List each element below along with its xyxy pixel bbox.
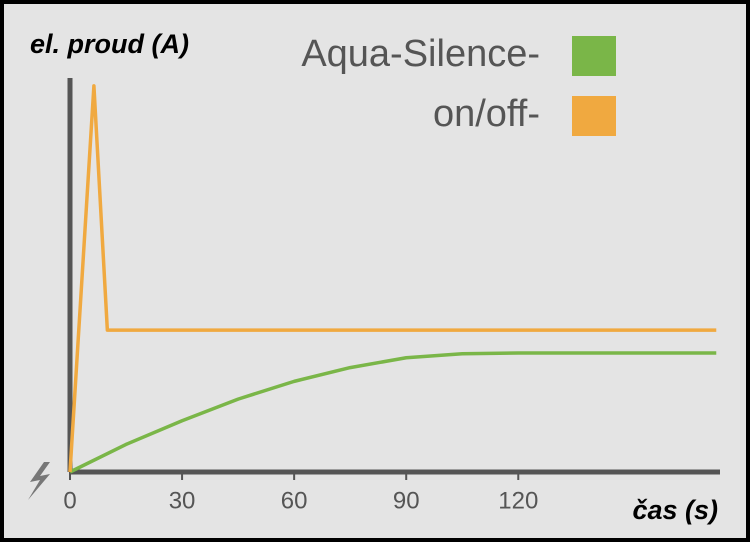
background <box>4 4 746 538</box>
legend-label: Aqua-Silence- <box>301 33 540 75</box>
x-tick-label: 0 <box>63 487 76 514</box>
legend-swatch <box>572 96 616 136</box>
x-tick-label: 120 <box>498 487 538 514</box>
lightning-icon <box>28 462 50 500</box>
legend-swatch <box>572 36 616 76</box>
legend-label: on/off- <box>433 93 540 135</box>
y-axis-label: el. proud (A) <box>30 29 189 59</box>
x-axis-label: čas (s) <box>632 495 718 525</box>
x-tick-label: 90 <box>393 487 420 514</box>
series-line <box>69 351 717 474</box>
x-tick-label: 30 <box>169 487 196 514</box>
x-tick-label: 60 <box>281 487 308 514</box>
series-line <box>68 84 717 473</box>
